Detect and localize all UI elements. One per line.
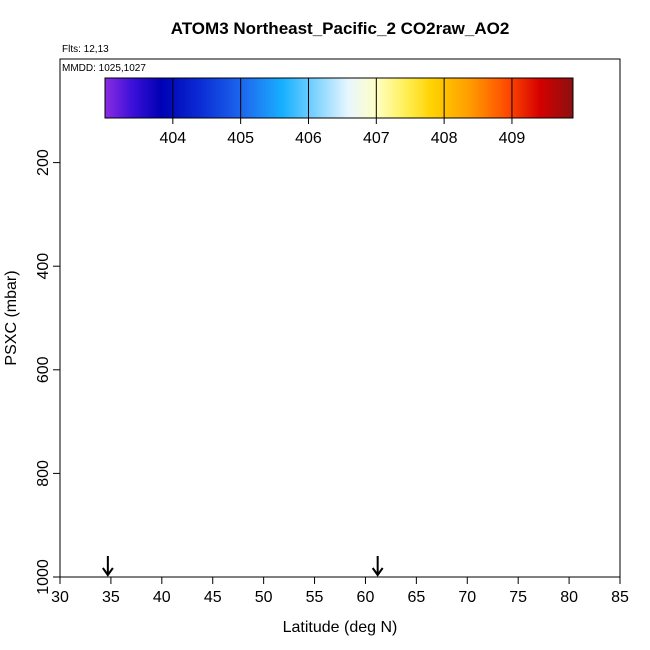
x-tick-label-11: 85 — [611, 589, 629, 606]
flight-track-9 — [527, 219, 550, 577]
x-tick-label-1: 35 — [102, 589, 120, 606]
x-axis: 30 35 40 45 50 55 60 65 70 75 80 85 — [51, 577, 629, 606]
flight-track-8 — [471, 161, 523, 577]
colorbar-tick-label-2: 406 — [295, 130, 322, 147]
y-tick-label-0: 200 — [35, 149, 52, 176]
flight-track-0 — [109, 161, 143, 526]
x-tick-label-7: 65 — [407, 589, 425, 606]
y-tick-label-3: 800 — [35, 460, 52, 487]
colorbar — [104, 77, 574, 119]
y-axis: 200 400 600 800 1000 — [35, 149, 60, 595]
x-tick-label-9: 75 — [509, 589, 527, 606]
flight-track-4 — [227, 276, 255, 577]
flight-track-3 — [199, 214, 224, 577]
x-tick-label-6: 60 — [357, 589, 375, 606]
x-tick-label-0: 30 — [51, 589, 69, 606]
flight-track-5 — [277, 207, 316, 577]
x-tick-label-2: 40 — [153, 589, 171, 606]
colorbar-tick-label-1: 405 — [227, 130, 254, 147]
y-tick-label-1: 400 — [35, 253, 52, 280]
latitude-arrows — [102, 556, 384, 577]
x-tick-label-8: 70 — [458, 589, 476, 606]
flight-track-2 — [171, 208, 234, 422]
x-tick-label-4: 50 — [255, 589, 273, 606]
colorbar-tick-label-0: 404 — [159, 130, 186, 147]
x-tick-label-5: 55 — [306, 589, 324, 606]
plot-frame — [59, 58, 621, 578]
x-axis-label: Latitude (deg N) — [283, 619, 398, 636]
colorbar-tick-label-4: 408 — [431, 130, 458, 147]
latitude-arrow-1 — [371, 556, 384, 577]
colorbar-tick-label-5: 409 — [499, 130, 526, 147]
x-tick-label-10: 80 — [560, 589, 578, 606]
y-tick-label-2: 600 — [35, 356, 52, 383]
y-axis-label: PSXC (mbar) — [3, 270, 20, 365]
x-tick-label-3: 45 — [204, 589, 222, 606]
chart-title: ATOM3 Northeast_Pacific_2 CO2raw_AO2 — [171, 19, 510, 38]
flights-note: Flts: 12,13 — [62, 44, 109, 55]
flight-track-7 — [374, 156, 469, 577]
colorbar-tick-label-3: 407 — [363, 130, 390, 147]
latitude-arrow-0 — [102, 556, 114, 577]
flight-tracks — [109, 156, 550, 577]
y-tick-label-4: 1000 — [35, 559, 52, 595]
flight-track-6 — [338, 229, 362, 577]
colorbar-ticks: 404 405 406 407 408 409 — [159, 78, 525, 147]
date-note: MMDD: 1025,1027 — [62, 63, 146, 74]
flight-track-1 — [145, 208, 163, 577]
